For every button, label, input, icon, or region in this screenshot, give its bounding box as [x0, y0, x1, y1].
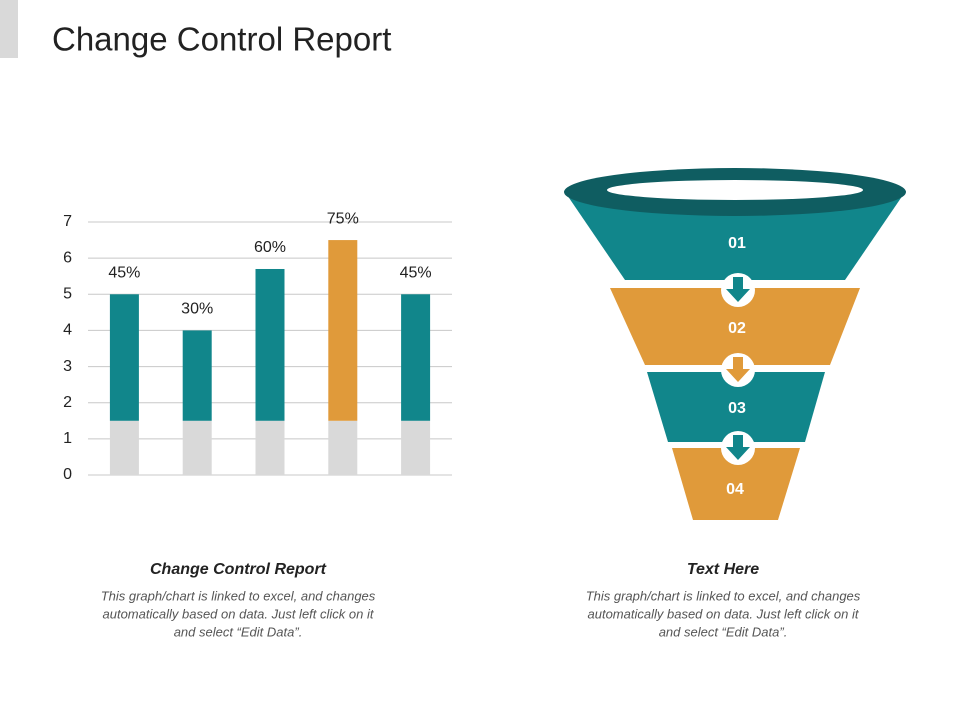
y-tick-label: 6: [63, 249, 72, 266]
funnel-segment: [647, 372, 825, 442]
bar-segment: [182, 420, 212, 475]
caption-heading: Text Here: [687, 561, 759, 578]
step-label: 02: [728, 320, 746, 337]
y-tick-label: 0: [63, 466, 72, 483]
step-label: 01: [728, 235, 746, 252]
funnel-segment: [565, 192, 905, 280]
caption-text: automatically based on data. Just left c…: [103, 606, 375, 621]
funnel-segment: [610, 288, 860, 365]
bar-annotation: 75%: [327, 210, 359, 227]
y-tick-label: 1: [63, 430, 72, 447]
arrow-icon: [721, 353, 755, 387]
bar-segment: [328, 240, 358, 421]
bar-segment: [255, 420, 285, 475]
y-tick-label: 7: [63, 213, 72, 230]
caption-text: This graph/chart is linked to excel, and…: [101, 588, 376, 603]
accent-bar: [0, 0, 18, 58]
bar-segment: [109, 420, 139, 475]
arrow-icon: [721, 273, 755, 307]
y-tick-label: 4: [63, 322, 72, 339]
bar-segment: [109, 294, 139, 421]
funnel-segment: [672, 448, 800, 520]
bar-annotation: 30%: [181, 301, 213, 318]
y-tick-label: 5: [63, 286, 72, 303]
funnel-opening: [607, 180, 863, 200]
bar-annotation: 45%: [400, 265, 432, 282]
bar-segment: [401, 420, 431, 475]
arrow-icon: [721, 431, 755, 465]
funnel: 01 02 03 04: [564, 168, 906, 520]
y-tick-label: 2: [63, 394, 72, 411]
caption-text: and select “Edit Data”.: [659, 624, 788, 639]
caption-text: and select “Edit Data”.: [174, 624, 303, 639]
bar-segment: [328, 420, 358, 475]
step-label: 03: [728, 400, 746, 417]
y-tick-label: 3: [63, 358, 72, 375]
bar-segment: [401, 294, 431, 421]
caption-heading: Change Control Report: [150, 561, 327, 578]
slide-title: Change Control Report: [52, 21, 391, 58]
bar-annotation: 60%: [254, 239, 286, 256]
caption-text: automatically based on data. Just left c…: [588, 606, 860, 621]
bar-annotation: 45%: [108, 265, 140, 282]
bar-segment: [182, 330, 212, 421]
bar-segment: [255, 268, 285, 421]
caption-text: This graph/chart is linked to excel, and…: [586, 588, 861, 603]
step-label: 04: [726, 481, 744, 498]
